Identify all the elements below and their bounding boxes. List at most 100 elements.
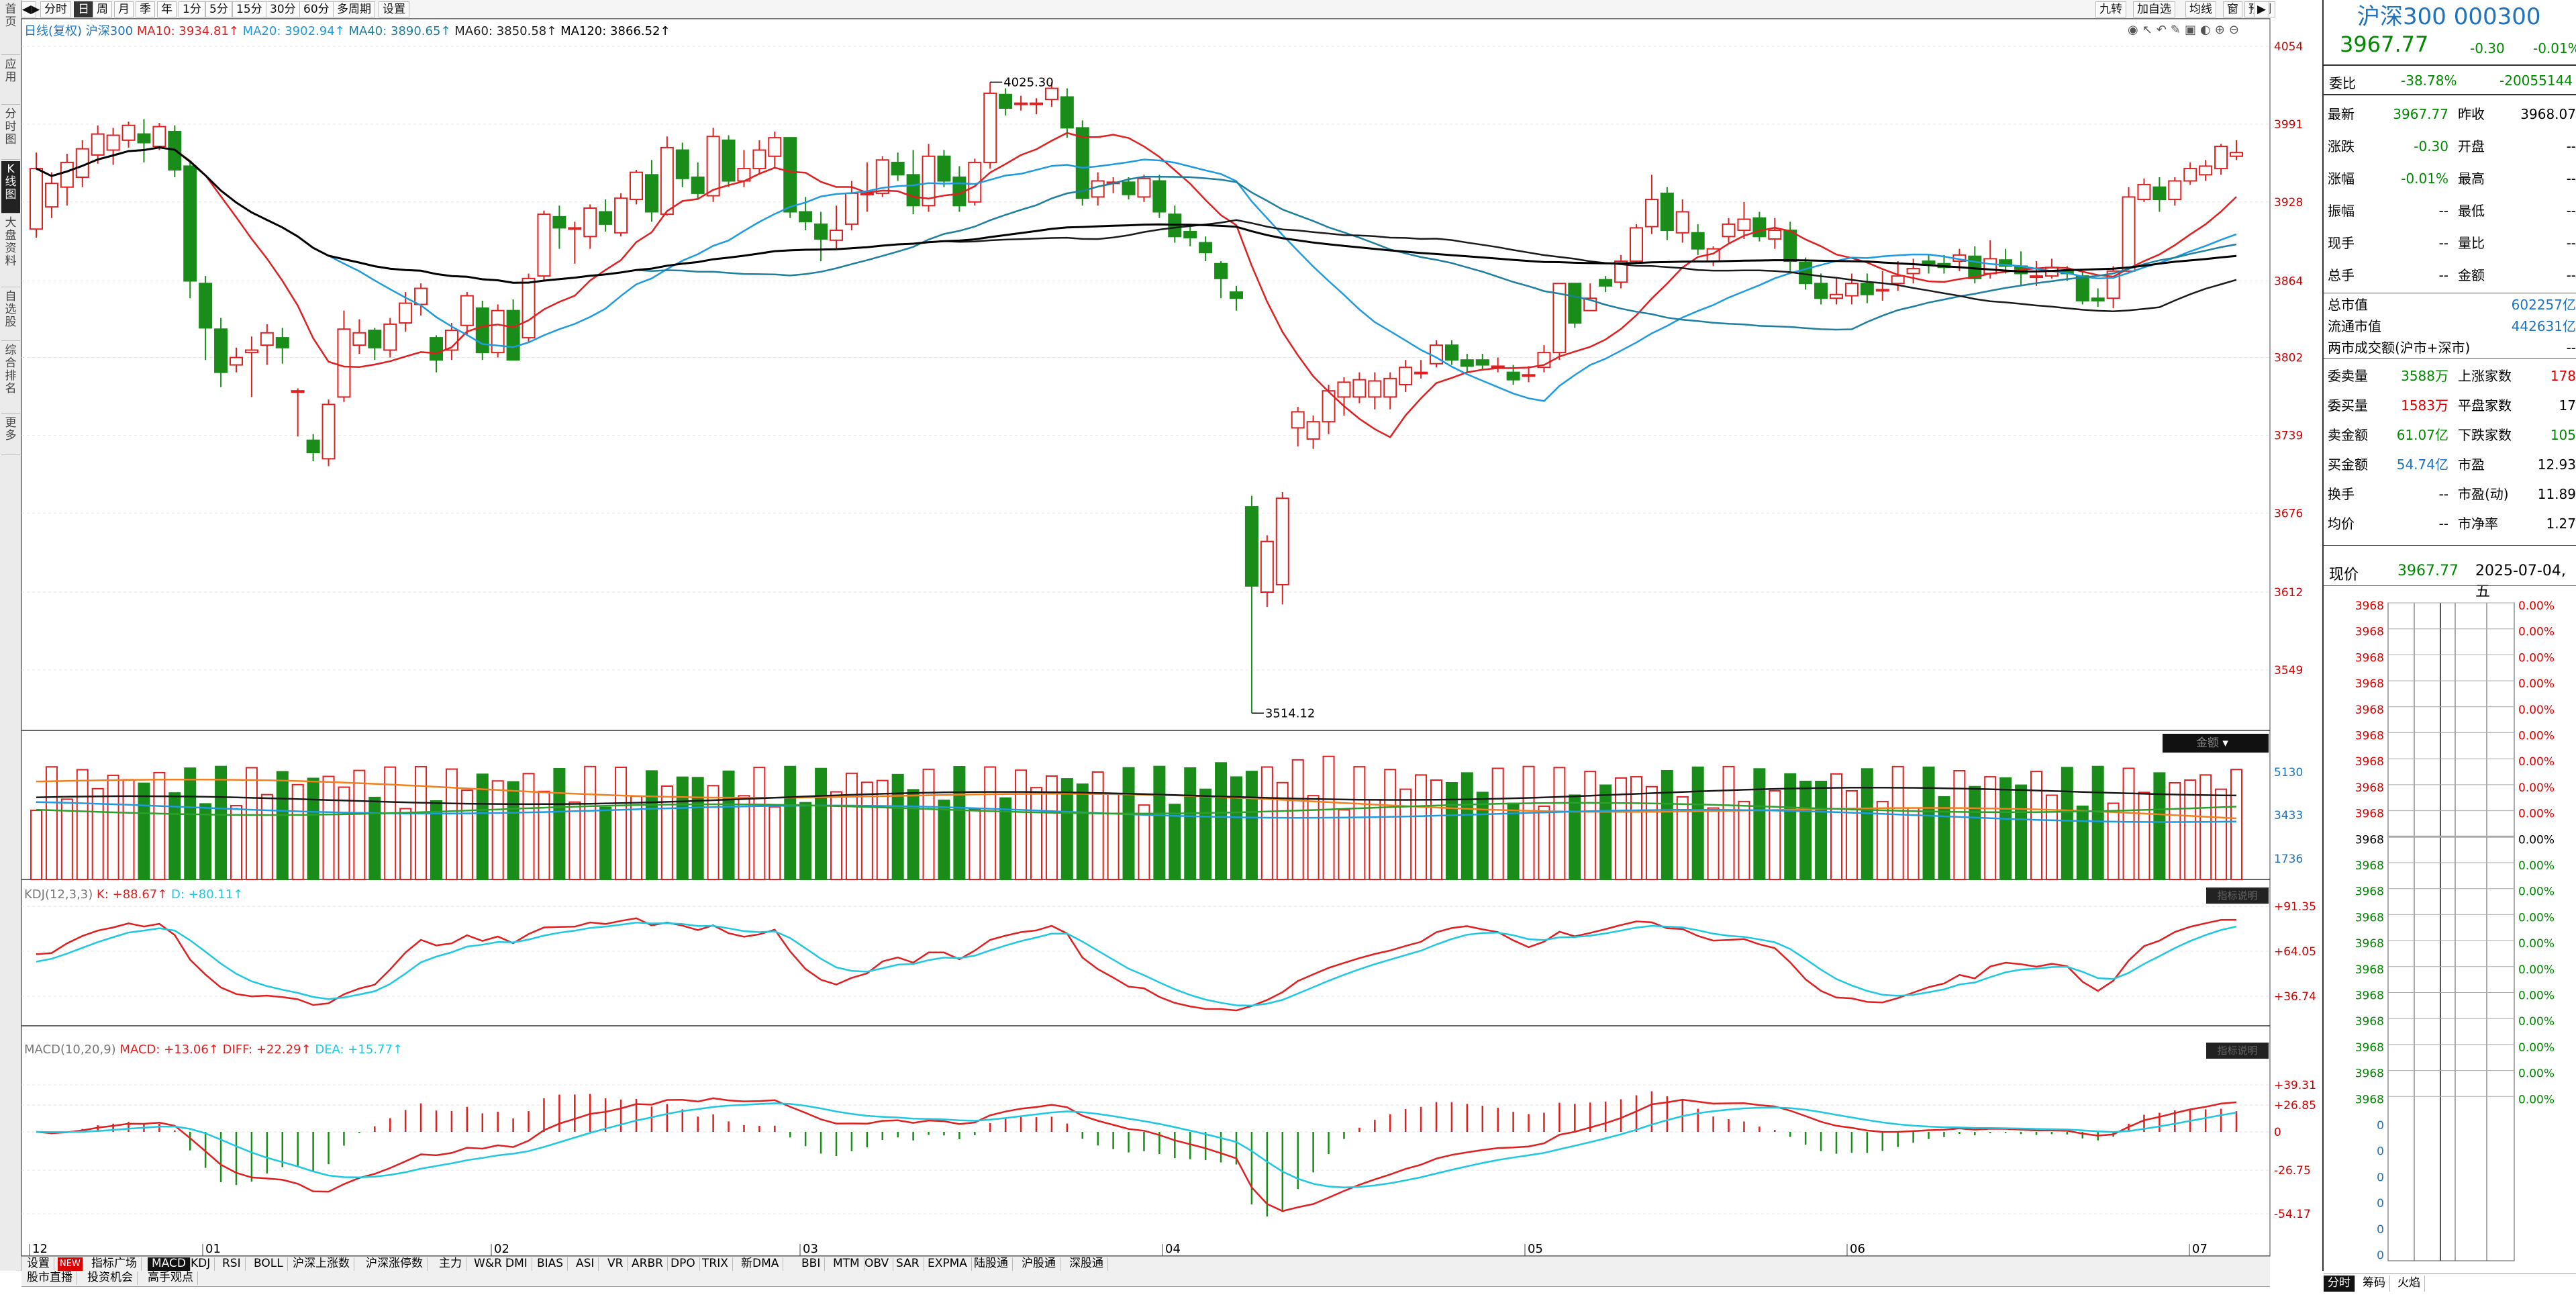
candle-body[interactable] — [91, 133, 105, 156]
indicator-tab[interactable]: 深股通 — [1065, 1257, 1108, 1271]
candle-body[interactable] — [1444, 344, 1458, 361]
candle-body[interactable] — [2199, 165, 2213, 176]
expand-icon[interactable]: ◀▶ — [21, 1, 40, 17]
left-nav-item[interactable]: 大盘资料 — [1, 215, 20, 287]
candle-body[interactable] — [2230, 152, 2243, 157]
candle-body[interactable] — [291, 390, 305, 393]
candle-body[interactable] — [2214, 146, 2228, 170]
candle-body[interactable] — [1522, 374, 1536, 377]
candle-body[interactable] — [644, 174, 658, 213]
candle-body[interactable] — [722, 139, 736, 182]
period-button[interactable]: 季 — [136, 1, 155, 17]
period-button[interactable]: 日 — [74, 1, 93, 17]
candle-body[interactable] — [2137, 184, 2151, 201]
candle-body[interactable] — [30, 168, 43, 230]
candle-body[interactable] — [706, 136, 720, 197]
left-nav-item[interactable]: 首页 — [1, 1, 20, 55]
period-button[interactable]: 1分 — [179, 1, 205, 17]
candle-body[interactable] — [1891, 275, 1905, 285]
candle-body[interactable] — [583, 207, 597, 238]
candle-body[interactable] — [1183, 230, 1197, 239]
indicator-tab[interactable]: W&R — [470, 1257, 507, 1271]
candle-body[interactable] — [1306, 421, 1320, 440]
candle-body[interactable] — [630, 171, 643, 201]
candle-body[interactable] — [491, 309, 505, 354]
candle-body[interactable] — [1337, 381, 1351, 398]
candle-body[interactable] — [1214, 262, 1228, 279]
indicator-tab[interactable]: 主力 — [435, 1257, 466, 1271]
candle-body[interactable] — [1352, 379, 1367, 398]
candle-body[interactable] — [1983, 258, 1997, 275]
candle-body[interactable] — [1414, 371, 1428, 375]
candle-body[interactable] — [552, 215, 566, 229]
indicator-tab[interactable]: KDJ — [187, 1257, 215, 1271]
indicator-tab[interactable]: RSI — [218, 1257, 246, 1271]
candle-body[interactable] — [1675, 211, 1689, 234]
candle-body[interactable] — [121, 124, 136, 141]
candle-body[interactable] — [1922, 260, 1936, 265]
left-nav-item[interactable]: 综合排名 — [1, 342, 20, 414]
indicator-tab[interactable]: 指标广场 — [87, 1257, 142, 1271]
candle-body[interactable] — [399, 302, 413, 324]
kdj-info-button[interactable]: 指标说明 — [2206, 888, 2269, 904]
candle-body[interactable] — [768, 137, 782, 157]
candle-body[interactable] — [1875, 289, 1889, 292]
undo-icon[interactable]: ↶ — [2156, 23, 2171, 37]
period-button[interactable]: 月 — [114, 1, 134, 17]
indicator-tab[interactable]: 陆股通 — [970, 1257, 1013, 1271]
period-button[interactable]: 设置 — [379, 1, 409, 17]
period-button[interactable]: 30分 — [266, 1, 300, 17]
candle-body[interactable] — [660, 146, 674, 215]
candle-body[interactable] — [506, 309, 520, 361]
zoom-in-icon[interactable]: ⊕ — [2214, 23, 2229, 37]
candle-body[interactable] — [475, 307, 489, 354]
candle-body[interactable] — [691, 177, 705, 194]
candle-body[interactable] — [814, 223, 828, 240]
candle-body[interactable] — [1368, 380, 1382, 398]
candle-body[interactable] — [1291, 411, 1305, 429]
candle-body[interactable] — [183, 165, 197, 282]
candle-body[interactable] — [199, 283, 213, 329]
indicator-tab[interactable]: ARBR — [628, 1257, 668, 1271]
candle-body[interactable] — [522, 277, 536, 339]
bottom-link[interactable]: 股市直播 — [23, 1272, 77, 1285]
candle-body[interactable] — [891, 161, 905, 176]
candle-body[interactable] — [1275, 497, 1289, 585]
indicator-tab[interactable]: DMI — [501, 1257, 532, 1271]
candle-body[interactable] — [1630, 227, 1643, 262]
candle-body[interactable] — [1014, 102, 1028, 105]
indicator-tab[interactable]: MTM — [829, 1257, 864, 1271]
period-button[interactable]: 5分 — [205, 1, 232, 17]
candle-body[interactable] — [1768, 230, 1782, 240]
candle-body[interactable] — [614, 197, 628, 234]
candle-body[interactable] — [2075, 275, 2089, 301]
candle-body[interactable] — [830, 230, 843, 241]
candle-body[interactable] — [2152, 186, 2167, 201]
candle-body[interactable] — [44, 183, 58, 208]
candle-body[interactable] — [214, 328, 228, 373]
kline-chart[interactable]: 4054 3991 3928 3864 3802 3739 3676 3612 3549 4025… — [21, 18, 2316, 1257]
period-button[interactable]: 多周期 — [333, 1, 375, 17]
bottom-link[interactable]: 高手观点 — [144, 1272, 198, 1285]
candle-body[interactable] — [875, 159, 889, 194]
candle-body[interactable] — [337, 328, 351, 398]
candle-body[interactable] — [352, 332, 366, 346]
candle-body[interactable] — [1614, 260, 1628, 283]
candle-body[interactable] — [937, 155, 951, 182]
indicator-tab[interactable]: DPO — [666, 1257, 700, 1271]
candle-body[interactable] — [60, 161, 74, 188]
candle-body[interactable] — [1506, 371, 1520, 381]
indicator-tab[interactable]: TRIX — [698, 1257, 733, 1271]
candle-body[interactable] — [2091, 297, 2105, 301]
candle-body[interactable] — [244, 349, 258, 354]
period-button[interactable]: 周 — [93, 1, 112, 17]
candle-body[interactable] — [430, 337, 443, 361]
candle-body[interactable] — [1814, 283, 1828, 299]
candle-body[interactable] — [906, 174, 920, 207]
indicator-tab[interactable]: EXPMA — [924, 1257, 972, 1271]
candle-body[interactable] — [1230, 291, 1243, 299]
prev-icon[interactable]: ◐ — [2200, 23, 2215, 37]
candle-body[interactable] — [2122, 196, 2136, 272]
candle-body[interactable] — [1152, 180, 1167, 213]
candle-body[interactable] — [1491, 365, 1505, 369]
